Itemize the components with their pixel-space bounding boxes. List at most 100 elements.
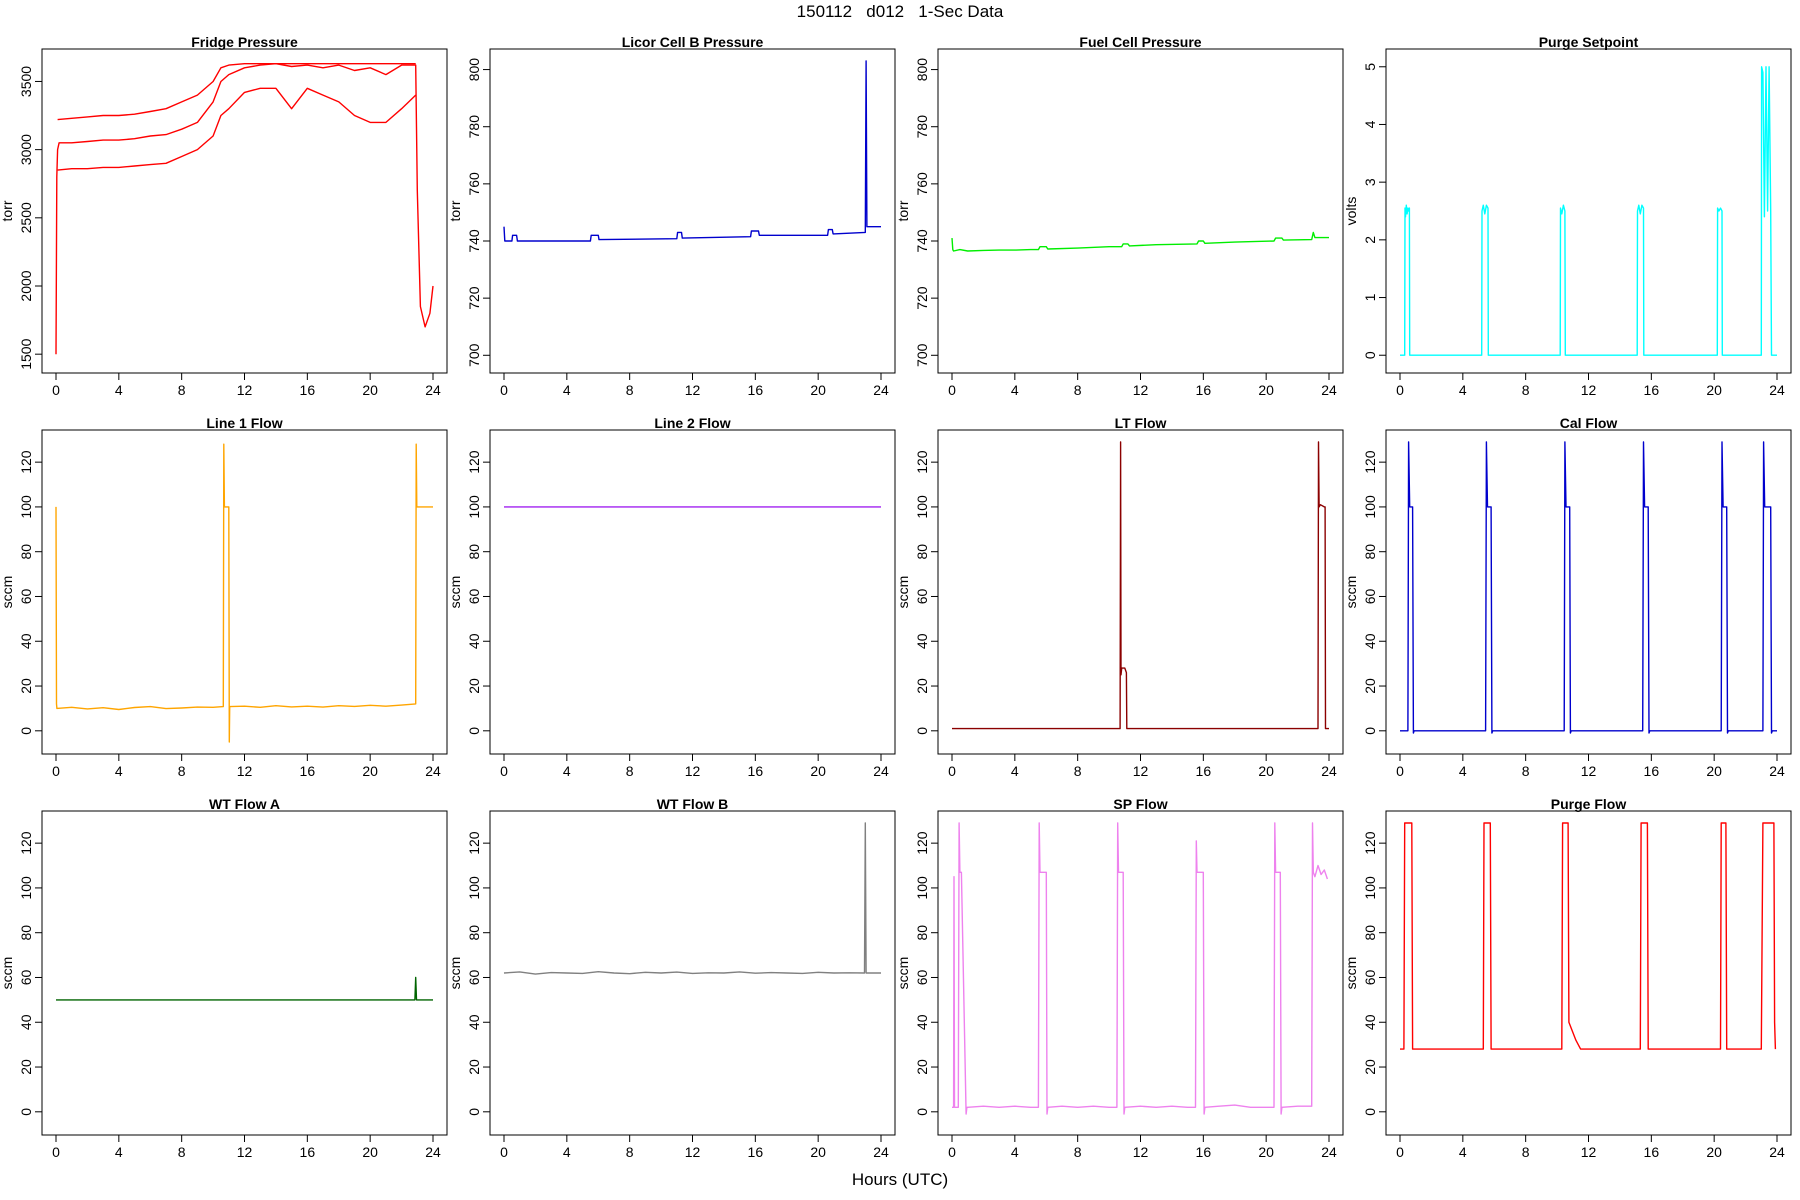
- x-tick-label: 24: [425, 763, 441, 779]
- x-tick-label: 8: [1522, 382, 1530, 398]
- x-tick-label: 8: [1074, 382, 1082, 398]
- x-tick-label: 20: [1258, 1144, 1274, 1160]
- panel-title: Licor Cell B Pressure: [622, 34, 764, 50]
- x-tick-label: 8: [178, 763, 186, 779]
- plot-area: [55, 63, 434, 355]
- x-tick-label: 4: [115, 763, 123, 779]
- y-tick-label: 3500: [18, 66, 34, 97]
- x-tick-label: 4: [563, 1144, 571, 1160]
- y-axis-label: sccm: [1343, 576, 1359, 609]
- x-tick-label: 24: [1321, 382, 1337, 398]
- x-tick-label: 20: [1258, 763, 1274, 779]
- y-tick-label: 20: [466, 678, 482, 694]
- y-tick-label: 120: [466, 831, 482, 855]
- panel-title: WT Flow B: [657, 796, 729, 812]
- y-axis-label: torr: [447, 200, 463, 221]
- y-axis-label: sccm: [447, 957, 463, 990]
- x-tick-label: 12: [237, 763, 253, 779]
- x-tick-label: 20: [810, 382, 826, 398]
- x-tick-label: 16: [300, 382, 316, 398]
- x-tick-label: 4: [115, 382, 123, 398]
- y-tick-label: 700: [914, 343, 930, 367]
- x-tick-label: 24: [1769, 763, 1785, 779]
- series-line: [55, 443, 433, 743]
- plot-frame: [1385, 810, 1792, 1136]
- panel-title: Purge Setpoint: [1539, 34, 1639, 50]
- y-tick-label: 60: [466, 970, 482, 986]
- plot-area: [952, 441, 1329, 730]
- plot-frame: [41, 810, 448, 1136]
- y-tick-label: 120: [18, 831, 34, 855]
- y-tick-label: 3000: [18, 134, 34, 165]
- plot-area: [951, 231, 1329, 252]
- chart-panel: Fridge Pressure torr 0 4 8 12 16 20 24 1500 2000 25…: [0, 34, 448, 398]
- x-tick-label: 0: [500, 763, 508, 779]
- y-tick-label: 0: [466, 727, 482, 735]
- plot-area: [55, 443, 433, 743]
- y-tick-label: 2000: [18, 270, 34, 301]
- y-tick-label: 740: [466, 229, 482, 253]
- plot-frame: [1385, 48, 1792, 374]
- y-tick-label: 80: [914, 925, 930, 941]
- plot-area: [503, 822, 881, 975]
- plot-frame: [937, 429, 1344, 755]
- y-tick-label: 700: [466, 343, 482, 367]
- y-axis-label: torr: [895, 200, 911, 221]
- y-tick-label: 60: [914, 589, 930, 605]
- x-tick-label: 16: [300, 1144, 316, 1160]
- y-tick-label: 100: [18, 876, 34, 900]
- y-tick-label: 20: [914, 678, 930, 694]
- y-tick-label: 800: [466, 58, 482, 82]
- x-tick-label: 24: [873, 382, 889, 398]
- x-tick-label: 16: [748, 763, 764, 779]
- y-tick-label: 100: [18, 495, 34, 519]
- plot-frame: [41, 429, 448, 755]
- chart-panel: Licor Cell B Pressure torr 0 4 8 12 16 20 24 700 7…: [447, 34, 896, 398]
- figure-title: 150112 d012 1-Sec Data: [796, 2, 1004, 21]
- x-tick-label: 0: [52, 763, 60, 779]
- y-tick-label: 0: [18, 1108, 34, 1116]
- x-tick-label: 24: [1769, 382, 1785, 398]
- x-tick-label: 0: [52, 1144, 60, 1160]
- series-line: [1400, 441, 1777, 734]
- y-tick-label: 1: [1362, 293, 1378, 301]
- series-line: [1400, 66, 1777, 356]
- x-tick-label: 12: [237, 382, 253, 398]
- x-tick-label: 12: [1581, 382, 1597, 398]
- x-tick-label: 4: [1011, 382, 1019, 398]
- x-tick-label: 24: [425, 1144, 441, 1160]
- y-axis-label: volts: [1343, 197, 1359, 226]
- x-tick-label: 24: [1769, 1144, 1785, 1160]
- x-tick-label: 12: [1581, 763, 1597, 779]
- x-tick-label: 12: [1133, 1144, 1149, 1160]
- chart-panel: Line 2 Flow sccm 0 4 8 12 16 20 24 0 20 40 60 80 100 12…: [447, 415, 896, 779]
- x-tick-label: 16: [748, 382, 764, 398]
- y-tick-label: 0: [466, 1108, 482, 1116]
- x-tick-label: 24: [1321, 1144, 1337, 1160]
- y-tick-label: 0: [1362, 1108, 1378, 1116]
- y-tick-label: 100: [1362, 876, 1378, 900]
- x-tick-label: 12: [1133, 382, 1149, 398]
- series-line: [57, 63, 416, 121]
- y-tick-label: 60: [18, 589, 34, 605]
- series-line: [55, 63, 434, 355]
- x-tick-label: 20: [810, 1144, 826, 1160]
- y-tick-label: 0: [914, 727, 930, 735]
- y-tick-label: 80: [18, 925, 34, 941]
- x-tick-label: 16: [748, 1144, 764, 1160]
- x-tick-label: 20: [1706, 382, 1722, 398]
- x-tick-label: 4: [1011, 763, 1019, 779]
- x-tick-label: 20: [1706, 763, 1722, 779]
- x-tick-label: 20: [362, 1144, 378, 1160]
- y-tick-label: 80: [1362, 925, 1378, 941]
- y-axis-label: sccm: [1343, 957, 1359, 990]
- x-tick-label: 16: [1644, 1144, 1660, 1160]
- plot-area: [1400, 66, 1777, 356]
- x-axis-label: Hours (UTC): [851, 1170, 949, 1189]
- x-tick-label: 4: [1011, 1144, 1019, 1160]
- plot-area: [1400, 441, 1777, 734]
- series-line: [57, 87, 417, 171]
- chart-panel: Fuel Cell Pressure torr 0 4 8 12 16 20 24 700 720 7…: [895, 34, 1344, 398]
